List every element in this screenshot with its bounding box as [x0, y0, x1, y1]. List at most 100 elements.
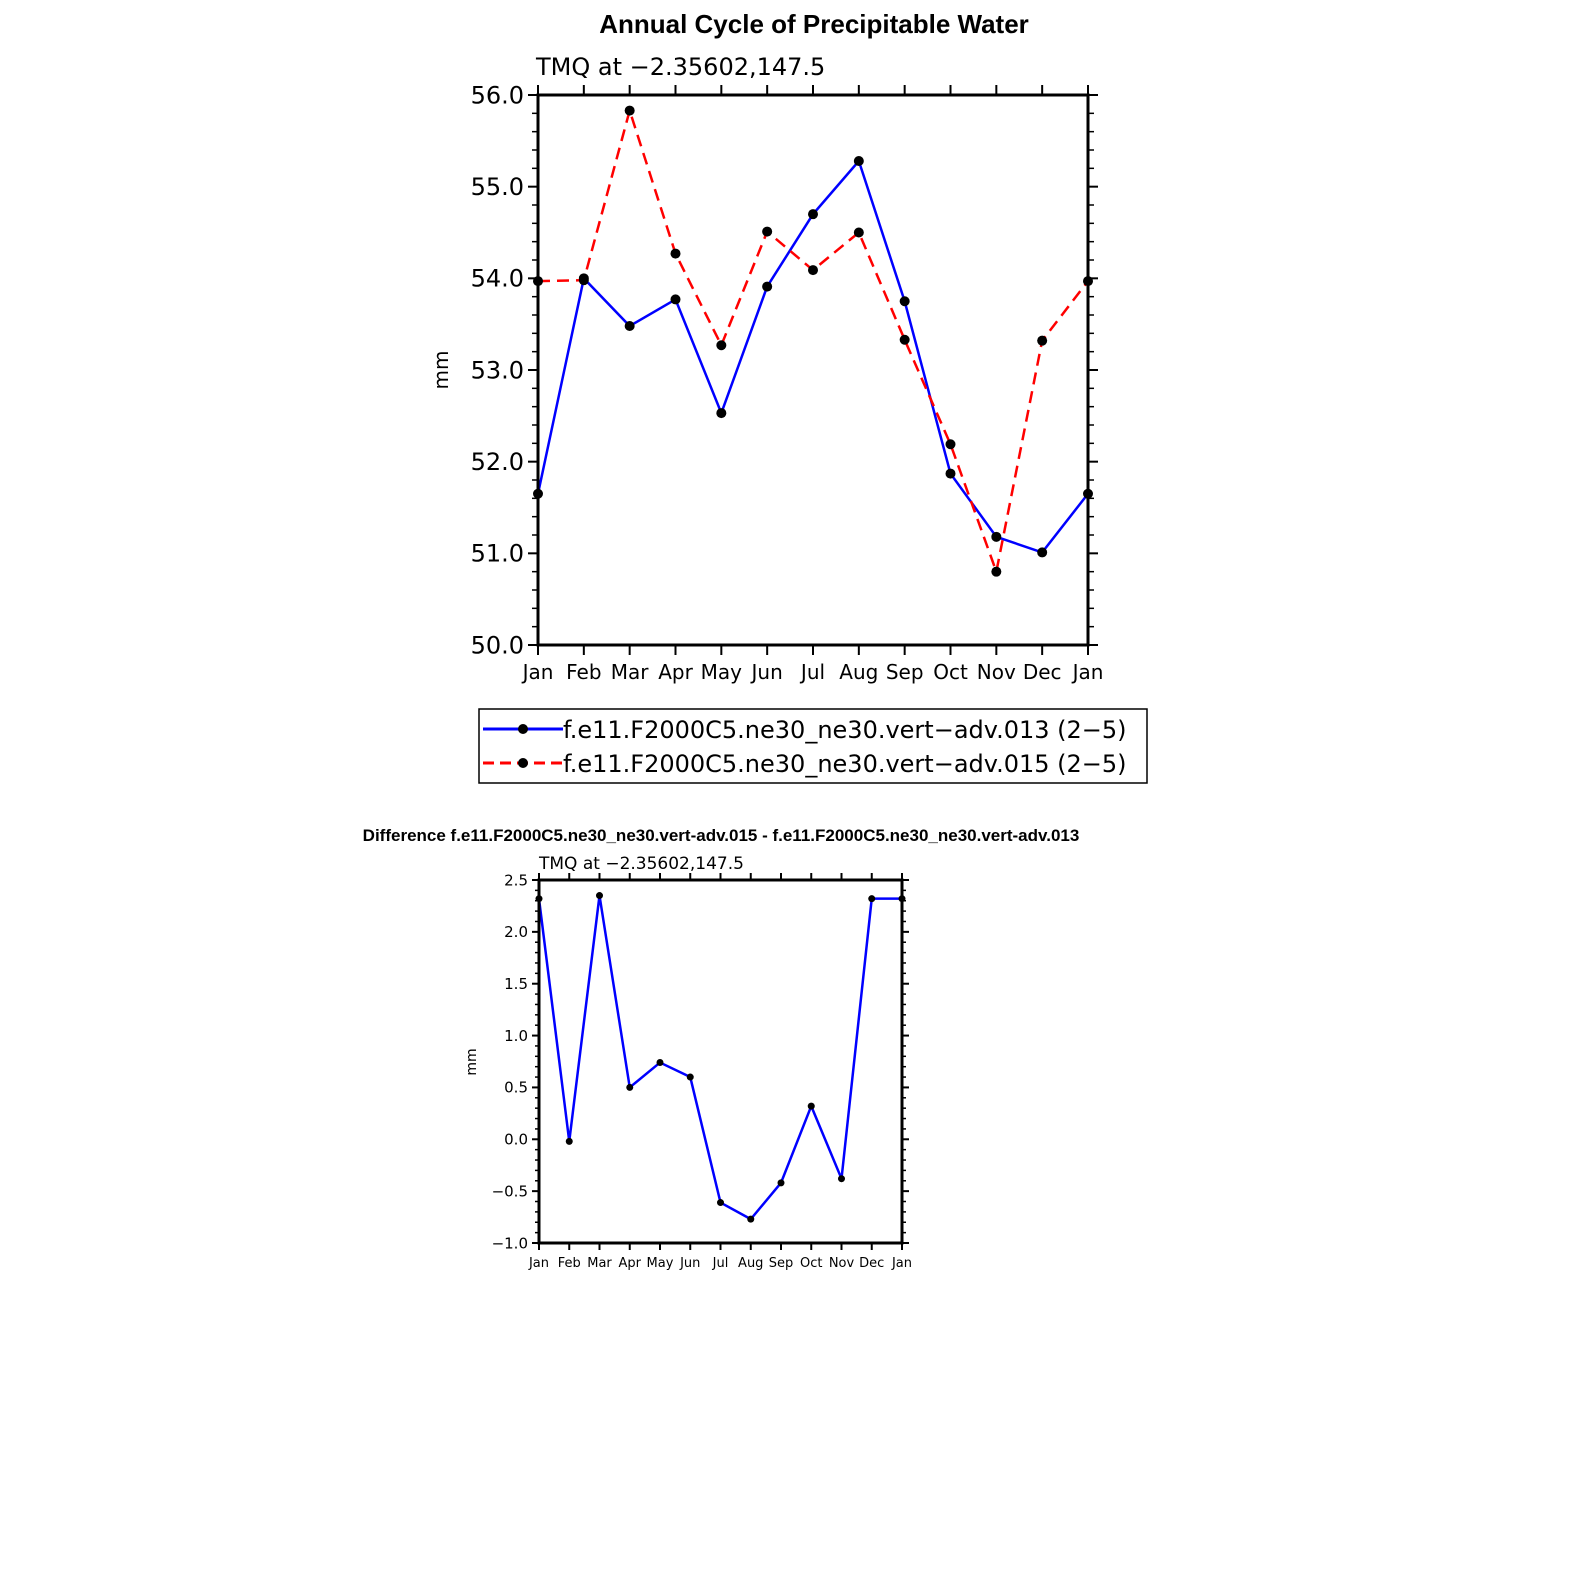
x-tick-label: Feb: [558, 1256, 581, 1271]
chart2-axes: [532, 873, 909, 1250]
series-line-1: [537, 895, 902, 1221]
y-tick-label: 54.0: [471, 265, 524, 293]
series-line-1: [536, 158, 1089, 554]
x-tick-label: Jul: [799, 660, 825, 684]
x-tick-label: Jun: [679, 1256, 700, 1271]
x-tick-label: Dec: [859, 1256, 884, 1271]
chart1-plot-frame: [536, 93, 1090, 647]
series-2-point: [1037, 335, 1048, 346]
legend-label-series1: f.e11.F2000C5.ne30_ne30.vert−adv.013 (2−…: [563, 716, 1127, 744]
chart2-series: [535, 892, 906, 1223]
y-tick-label: 2.0: [504, 923, 528, 941]
series-2-point: [716, 340, 727, 351]
x-tick-label: Apr: [658, 660, 693, 684]
series-1-point: [716, 408, 727, 419]
series-1-point: [565, 1137, 573, 1145]
series-1-point: [899, 296, 910, 307]
y-tick-label: −1.0: [492, 1234, 528, 1252]
series-1-point: [853, 156, 864, 166]
chart1-legend: f.e11.F2000C5.ne30_ne30.vert−adv.013 (2−…: [478, 708, 1148, 784]
x-tick-label: Sep: [886, 660, 924, 684]
x-tick-label: Jan: [521, 660, 554, 684]
chart2-title: Difference f.e11.F2000C5.ne30_ne30.vert-…: [363, 826, 1080, 845]
y-tick-label: 51.0: [471, 540, 524, 568]
chart1-y-tick-labels: 50.0 51.0 52.0 53.0 54.0 55.0 56.0: [471, 81, 524, 659]
series-1-point: [838, 1175, 845, 1183]
x-tick-label: Nov: [977, 660, 1016, 684]
chart1-series: [533, 105, 1093, 577]
x-tick-label: Jan: [1071, 660, 1104, 684]
x-tick-label: Feb: [566, 660, 601, 684]
series-1-point: [656, 1059, 664, 1067]
x-tick-label: May: [701, 660, 743, 684]
legend-marker-series2: [518, 758, 528, 768]
series-2-point: [624, 105, 635, 116]
series-2-point: [853, 227, 864, 238]
legend-marker-series1: [518, 724, 528, 734]
x-tick-label: Oct: [800, 1256, 822, 1271]
y-tick-label: 56.0: [471, 81, 524, 109]
series-1-point: [868, 895, 876, 903]
y-tick-label: 55.0: [471, 173, 524, 201]
chart2-x-tick-labels: Jan Feb Mar Apr May Jun Jul Aug Sep Oct Nov Dec Jan: [528, 1256, 912, 1271]
chart1-x-tick-labels: Jan Feb Mar Apr May Jun Jul Aug Sep Oct Nov Dec Jan: [521, 660, 1104, 684]
chart1-y-axis-label: mm: [429, 351, 453, 390]
legend-label-series2: f.e11.F2000C5.ne30_ne30.vert−adv.015 (2−…: [563, 750, 1127, 778]
x-tick-label: Aug: [738, 1256, 763, 1271]
chart2-y-axis-label: mm: [464, 1048, 480, 1075]
series-1-point: [777, 1179, 785, 1187]
series-1-point: [808, 209, 818, 220]
difference-chart: Difference f.e11.F2000C5.ne30_ne30.vert-…: [363, 826, 1080, 1271]
legend-box: [478, 708, 1148, 784]
series-2-point: [578, 275, 589, 286]
y-tick-label: 53.0: [471, 356, 524, 384]
y-tick-label: 1.0: [504, 1027, 528, 1045]
chart2-plot-frame: [537, 878, 904, 1245]
x-tick-label: Apr: [619, 1256, 642, 1271]
x-tick-label: Jan: [891, 1256, 912, 1271]
x-tick-label: Mar: [611, 660, 650, 684]
series-2-point: [991, 566, 1002, 577]
series-1-point: [762, 281, 773, 292]
y-tick-label: 0.0: [504, 1131, 528, 1149]
series-1-point: [670, 294, 681, 305]
x-tick-label: Dec: [1023, 660, 1062, 684]
series-1-point: [991, 531, 1002, 542]
series-2-point: [808, 265, 818, 276]
x-tick-label: Nov: [829, 1256, 855, 1271]
x-tick-label: Jul: [712, 1256, 729, 1271]
series-2-point: [670, 248, 681, 259]
chart1-title: Annual Cycle of Precipitable Water: [599, 9, 1029, 39]
series-1-point: [807, 1102, 815, 1110]
y-tick-label: −0.5: [492, 1182, 528, 1200]
series-1-point: [596, 892, 603, 900]
annual-cycle-chart: Annual Cycle of Precipitable Water TMQ a…: [429, 9, 1103, 684]
y-tick-label: 0.5: [504, 1079, 528, 1097]
series-1-point: [1037, 547, 1048, 558]
chart2-y-tick-labels: −1.0 −0.5 0.0 0.5 1.0 1.5 2.0 2.5: [492, 871, 528, 1252]
series-1-point: [945, 468, 956, 479]
chart2-subtitle: TMQ at −2.35602,147.5: [538, 854, 744, 874]
series-line-2: [537, 106, 1089, 577]
series-2-point: [762, 226, 773, 237]
y-tick-label: 2.5: [504, 871, 528, 889]
series-1-point: [747, 1215, 755, 1223]
x-tick-label: Sep: [769, 1256, 794, 1271]
y-tick-label: 1.5: [504, 975, 528, 993]
y-tick-label: 52.0: [471, 448, 524, 476]
series-1-point: [624, 321, 635, 331]
x-tick-label: Jun: [750, 660, 783, 684]
y-tick-label: 50.0: [471, 631, 524, 659]
x-tick-label: Mar: [587, 1256, 612, 1271]
chart1-subtitle: TMQ at −2.35602,147.5: [535, 53, 825, 81]
series-1-point: [626, 1083, 634, 1091]
x-tick-label: May: [647, 1256, 674, 1271]
x-tick-label: Jan: [528, 1256, 549, 1271]
series-2-point: [945, 439, 956, 450]
x-tick-label: Oct: [933, 660, 968, 684]
series-1-point: [686, 1073, 694, 1081]
series-1-point: [717, 1199, 724, 1207]
x-tick-label: Aug: [839, 660, 878, 684]
series-2-point: [899, 334, 910, 345]
